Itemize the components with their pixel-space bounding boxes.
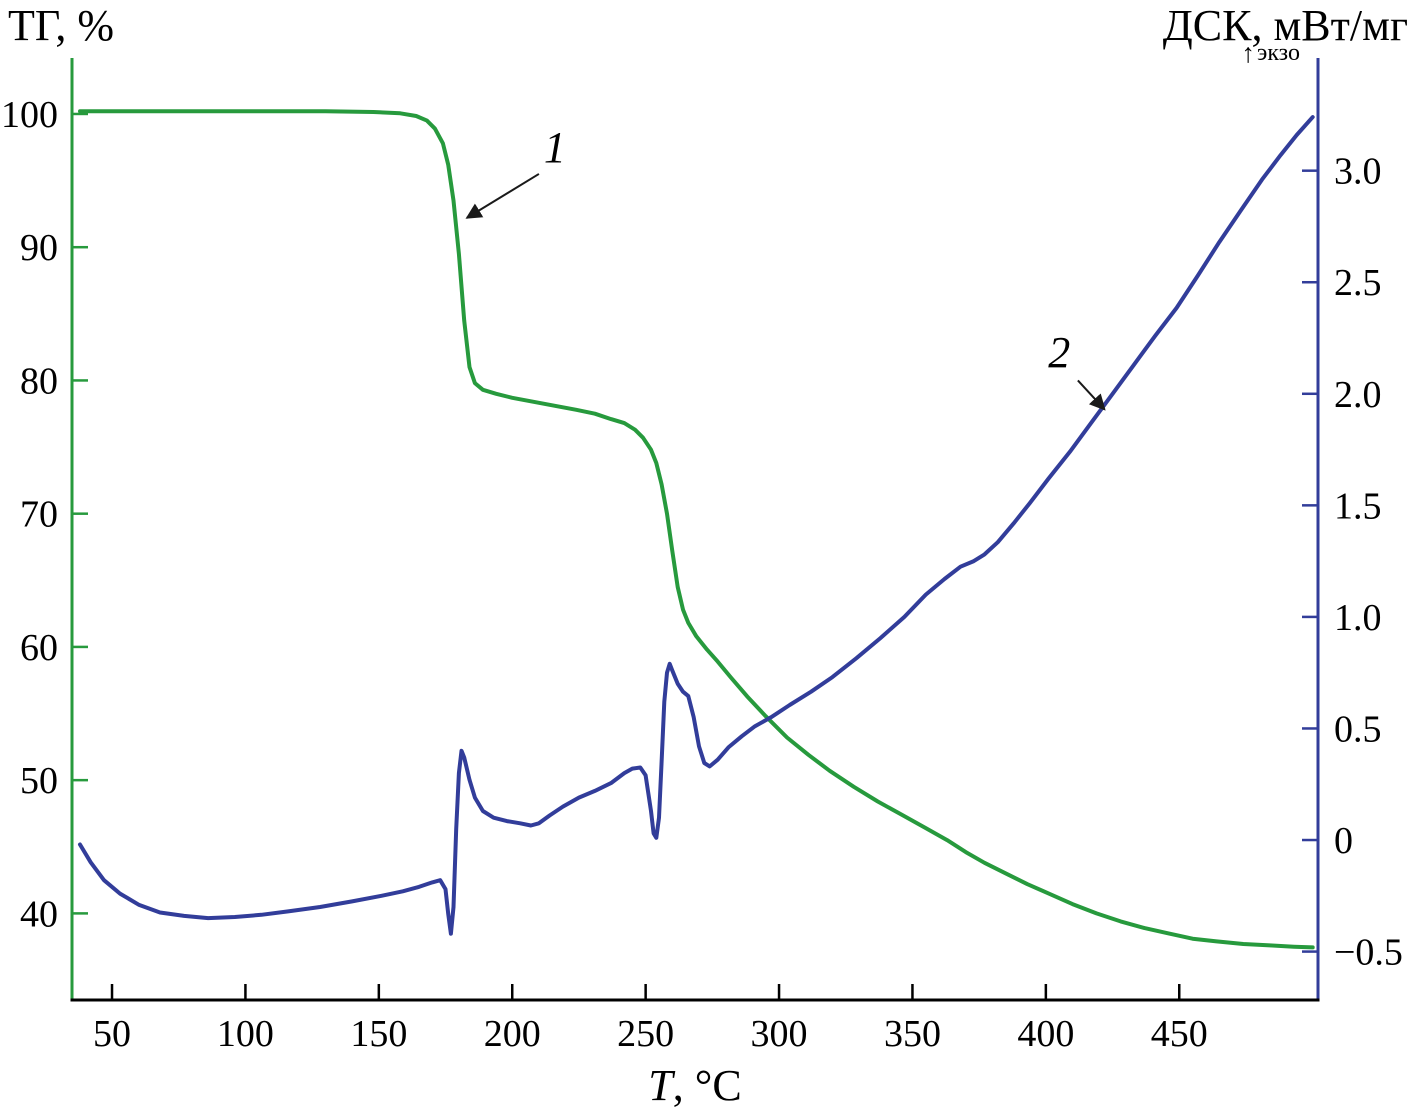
series-2-curve	[78, 115, 1315, 936]
x-axis-title-units: , °C	[672, 1061, 742, 1110]
annotation-arrow-2	[1077, 379, 1106, 411]
annotation-label-1: 1	[544, 123, 566, 172]
x-tick-label: 150	[350, 1013, 407, 1055]
x-tick-label: 100	[217, 1013, 274, 1055]
x-tick-label: 300	[751, 1013, 808, 1055]
x-axis-title: T, °C	[648, 1060, 741, 1111]
x-tick-label: 200	[484, 1013, 541, 1055]
left-tick-label: 100	[1, 94, 58, 136]
x-tick-label: 250	[617, 1013, 674, 1055]
x-tick-label: 400	[1017, 1013, 1074, 1055]
annotation-arrow-1	[465, 173, 540, 219]
right-tick-label: 2.0	[1334, 374, 1382, 416]
left-axis-title: ТГ, %	[8, 1, 115, 50]
exo-up-arrow-icon: ↑	[1241, 38, 1256, 68]
x-tick-label: 450	[1151, 1013, 1208, 1055]
left-tick-label: 40	[20, 893, 58, 935]
x-axis-title-symbol: T	[648, 1061, 673, 1110]
right-tick-label: 1.5	[1334, 485, 1382, 527]
x-tick-label: 50	[93, 1013, 131, 1055]
right-tick-label: 3.0	[1334, 151, 1382, 193]
left-tick-label: 90	[20, 227, 58, 269]
right-tick-label: 0	[1334, 820, 1353, 862]
exo-annotation: ↑ экзо	[1242, 40, 1300, 67]
right-tick-label: −0.5	[1334, 932, 1403, 974]
right-tick-label: 2.5	[1334, 262, 1382, 304]
right-tick-label: 1.0	[1334, 597, 1382, 639]
x-tick-label: 350	[884, 1013, 941, 1055]
right-tick-label: 0.5	[1334, 708, 1382, 750]
left-tick-label: 70	[20, 494, 58, 536]
left-tick-label: 80	[20, 360, 58, 402]
annotation-label-2: 2	[1048, 328, 1070, 377]
left-tick-label: 60	[20, 627, 58, 669]
exo-label: экзо	[1257, 40, 1300, 66]
series-1-curve	[78, 109, 1315, 950]
right-axis-title: ДСК, мВт/мг	[1162, 1, 1408, 50]
left-tick-label: 50	[20, 760, 58, 802]
